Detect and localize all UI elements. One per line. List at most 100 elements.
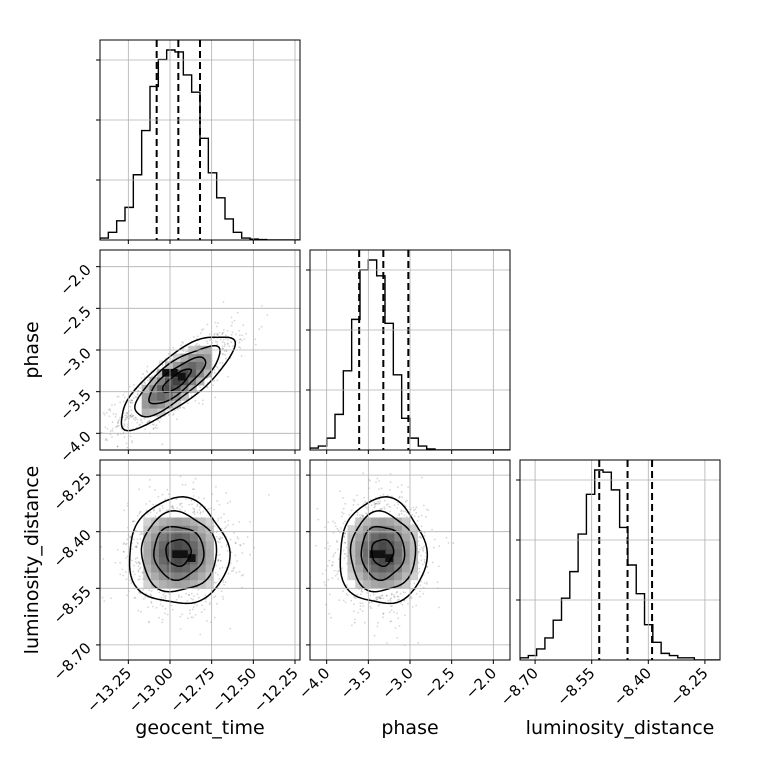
scatter-point	[138, 424, 141, 427]
scatter-point	[342, 590, 345, 592]
scatter-point	[375, 598, 378, 601]
scatter-point	[119, 573, 122, 576]
density-cell	[174, 540, 183, 550]
scatter-point	[112, 413, 115, 415]
density-cell	[180, 392, 189, 401]
scatter-point	[354, 618, 356, 621]
density-cell	[143, 517, 152, 526]
scatter-point	[382, 612, 385, 615]
scatter-point	[389, 605, 392, 607]
scatter-point	[157, 419, 160, 422]
density-cell	[386, 579, 395, 588]
scatter-point	[134, 546, 137, 548]
scatter-point	[122, 574, 124, 577]
scatter-point	[107, 408, 110, 411]
scatter-point	[217, 540, 220, 543]
scatter-point	[152, 427, 155, 430]
scatter-point	[218, 538, 221, 541]
density-cell	[386, 564, 395, 573]
scatter-point	[362, 515, 365, 518]
scatter-point	[333, 569, 336, 572]
scatter-point	[397, 617, 400, 620]
scatter-point	[352, 498, 355, 501]
scatter-point	[345, 553, 347, 555]
scatter-point	[223, 583, 226, 586]
scatter-point	[114, 562, 117, 564]
scatter-point	[187, 617, 189, 620]
scatter-point	[217, 517, 220, 520]
scatter-point	[148, 485, 151, 488]
scatter-point	[324, 547, 326, 549]
density-cell	[172, 400, 182, 409]
scatter-point	[181, 506, 184, 508]
scatter-point	[303, 591, 305, 593]
scatter-point	[388, 505, 390, 508]
scatter-point	[385, 504, 388, 506]
scatter-point	[241, 334, 244, 337]
scatter-point	[132, 520, 135, 523]
scatter-point	[138, 488, 141, 491]
scatter-point	[221, 537, 224, 539]
scatter-point	[401, 496, 404, 498]
scatter-point	[206, 323, 209, 326]
scatter-point	[171, 506, 173, 509]
density-cell	[363, 579, 372, 588]
scatter-point	[152, 508, 155, 511]
scatter-point	[135, 546, 138, 549]
scatter-point	[324, 526, 326, 529]
scatter-point	[378, 508, 381, 511]
scatter-point	[197, 389, 200, 392]
scatter-point	[193, 511, 196, 513]
scatter-point	[324, 584, 326, 586]
density-cell	[409, 556, 418, 565]
scatter-point	[346, 594, 349, 597]
scatter-point	[239, 338, 242, 340]
scatter-point	[172, 507, 175, 509]
scatter-point	[400, 491, 403, 494]
scatter-point	[411, 606, 414, 608]
density-cell	[370, 533, 380, 542]
scatter-point	[332, 555, 335, 558]
scatter-point	[421, 563, 424, 566]
scatter-point	[219, 567, 221, 570]
scatter-point	[131, 399, 133, 402]
scatter-point	[146, 421, 149, 424]
scatter-point	[155, 424, 158, 427]
scatter-point	[214, 321, 217, 324]
scatter-point	[238, 341, 241, 344]
scatter-point	[225, 525, 228, 528]
scatter-point	[316, 507, 319, 510]
scatter-point	[328, 593, 331, 596]
y-tick-label-luminosity_distance: −8.55	[50, 582, 95, 627]
scatter-point	[176, 507, 179, 509]
scatter-point	[125, 578, 128, 581]
scatter-point	[129, 536, 132, 538]
scatter-point	[147, 606, 149, 608]
scatter-point	[146, 513, 149, 515]
y-tick-label-luminosity_distance: −8.25	[50, 469, 95, 514]
scatter-point	[410, 596, 412, 598]
density-cell	[190, 579, 199, 588]
x-tick-label-geocent_time: −12.75	[167, 664, 219, 716]
density-cell	[174, 564, 183, 573]
scatter-point	[125, 412, 128, 415]
scatter-point	[199, 332, 202, 334]
scatter-point	[217, 554, 219, 557]
panel-border	[519, 459, 721, 661]
scatter-point	[116, 425, 118, 428]
density-cell	[196, 376, 205, 386]
density-cell	[355, 571, 364, 581]
scatter-point	[379, 595, 382, 598]
scatter-point	[238, 521, 241, 523]
scatter-point	[342, 549, 345, 552]
density-peak-cell	[177, 372, 186, 381]
scatter-point	[388, 489, 391, 491]
scatter-point	[406, 499, 408, 502]
scatter-point	[381, 594, 384, 597]
scatter-point	[417, 641, 420, 644]
x-axis-label-geocent_time: geocent_time	[135, 717, 264, 739]
scatter-point	[417, 540, 420, 543]
scatter-point	[345, 593, 348, 595]
scatter-point	[358, 588, 360, 591]
scatter-point	[104, 426, 107, 429]
